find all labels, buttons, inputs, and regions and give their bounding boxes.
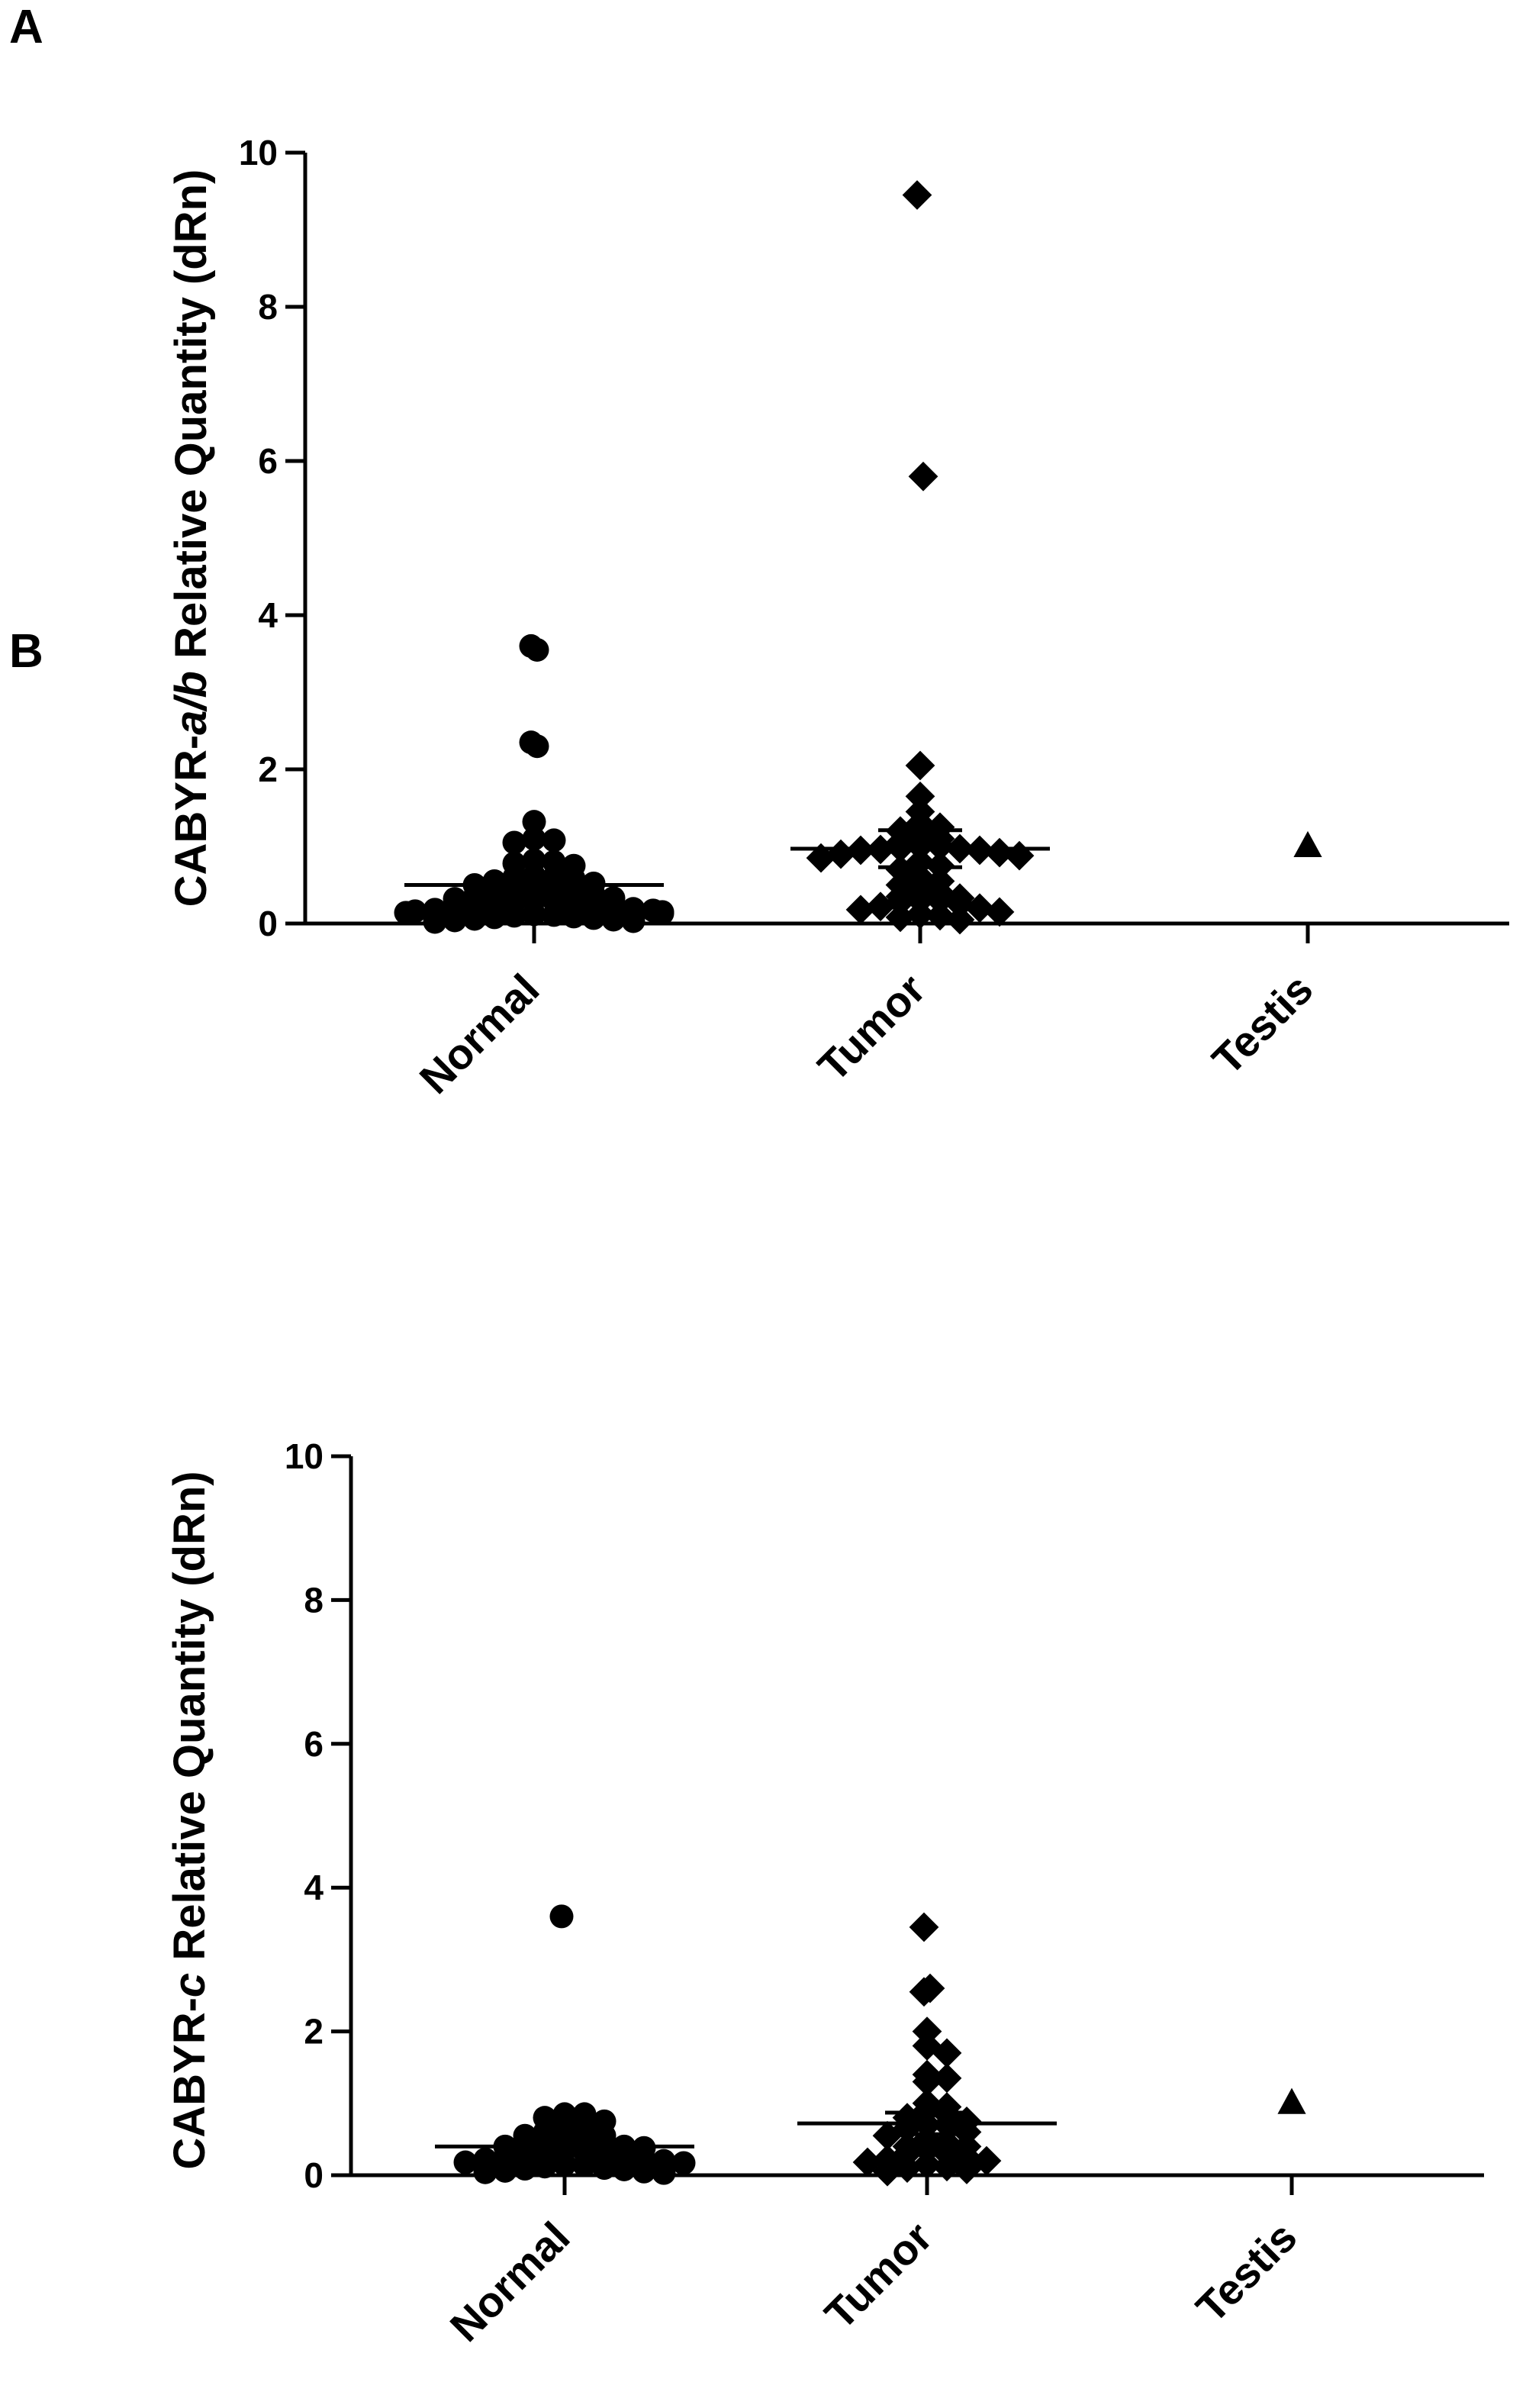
- panel-letter-b: B: [9, 625, 43, 678]
- y-tick-label: 0: [304, 2155, 324, 2195]
- y-tick-label: 6: [258, 441, 278, 481]
- y-tick-label: 2: [304, 2012, 324, 2052]
- panel-letter-a: A: [9, 1, 43, 53]
- category-label-tumor: Tumor: [809, 965, 935, 1091]
- category-label-testis: Testis: [1202, 965, 1322, 1084]
- y-tick-label: 10: [239, 133, 278, 172]
- y-axis-label-part: Relative Quantity (dRn): [165, 1471, 214, 1972]
- y-axis-label: CABYR-a/b Relative Quantity (dRn): [166, 169, 216, 907]
- category-label-normal: Normal: [410, 965, 549, 1103]
- y-axis-label-part: CABYR-: [165, 1997, 214, 2170]
- y-tick-label: 2: [258, 749, 278, 789]
- y-tick-label: 8: [258, 287, 278, 327]
- y-axis-label-part: c: [165, 1973, 214, 1997]
- y-tick-label: 6: [304, 1724, 324, 1764]
- category-label-tumor: Tumor: [816, 2213, 942, 2339]
- y-axis-label-part: CABYR-: [166, 735, 216, 907]
- chart-b: 0 2 4 6 8 10 Normal Tumor Testis CABYR-c Relative…: [165, 1436, 1484, 2351]
- category-label-normal: Normal: [441, 2213, 579, 2351]
- y-axis-label: CABYR-c Relative Quantity (dRn): [165, 1471, 214, 2169]
- y-tick-label: 8: [304, 1580, 324, 1620]
- chart-a: 0 2 4 6 8 10 Normal Tumor Testis CABYR-a/b Relati…: [166, 133, 1509, 1103]
- y-tick-label: 4: [304, 1868, 324, 1907]
- category-label-testis: Testis: [1186, 2213, 1305, 2332]
- y-tick-label: 10: [285, 1436, 324, 1476]
- y-axis-label-part: Relative Quantity (dRn): [166, 169, 216, 671]
- y-tick-label: 4: [258, 595, 278, 635]
- y-axis-label-part: a/b: [166, 671, 216, 735]
- y-tick-label: 0: [258, 904, 278, 943]
